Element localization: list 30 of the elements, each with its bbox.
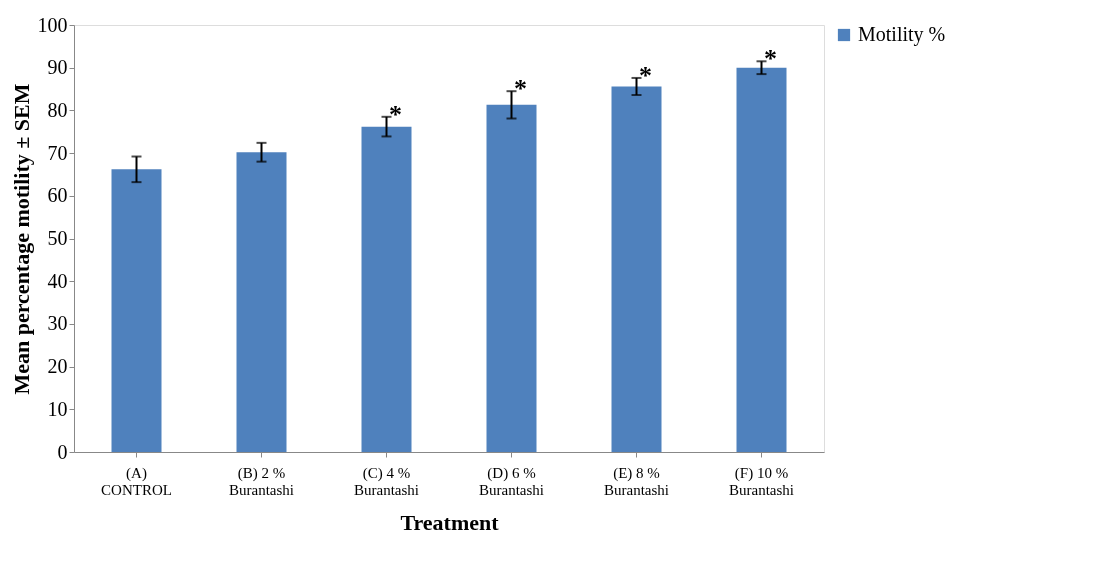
y-tick-label: 30	[47, 312, 68, 335]
x-tick-label: (C) 4 % Burantashi	[354, 464, 419, 498]
annotation: *	[514, 74, 527, 104]
bar	[361, 126, 412, 452]
y-tick-label: 10	[47, 397, 68, 420]
bar	[236, 152, 287, 452]
y-tick-label: 90	[47, 56, 68, 79]
y-tick-label: 40	[47, 269, 68, 292]
x-tick-label: (F) 10 % Burantashi	[729, 464, 794, 498]
x-tick-label: (D) 6 % Burantashi	[479, 464, 544, 498]
y-tick-label: 0	[57, 440, 68, 463]
y-tick-label: 20	[47, 355, 68, 378]
y-tick-label: 70	[47, 141, 68, 164]
x-tick-label: (E) 8 % Burantashi	[604, 464, 669, 498]
y-tick-label: 80	[47, 98, 68, 121]
annotation: *	[764, 44, 777, 74]
bar	[486, 104, 537, 452]
bar	[736, 67, 787, 452]
y-tick-label: 100	[37, 13, 68, 36]
x-tick-label: (A) CONTROL	[101, 464, 172, 498]
y-axis-title: Mean percentage motility ± SEM	[8, 83, 34, 395]
annotation: *	[389, 99, 402, 129]
legend-label: Motility %	[858, 23, 946, 46]
y-tick-label: 60	[47, 184, 68, 207]
x-tick-label: (B) 2 % Burantashi	[229, 464, 294, 498]
y-tick-label: 50	[47, 227, 68, 249]
annotation: *	[639, 60, 652, 90]
x-axis-title: Treatment	[400, 509, 500, 535]
bar	[111, 169, 162, 452]
bar	[611, 86, 662, 452]
